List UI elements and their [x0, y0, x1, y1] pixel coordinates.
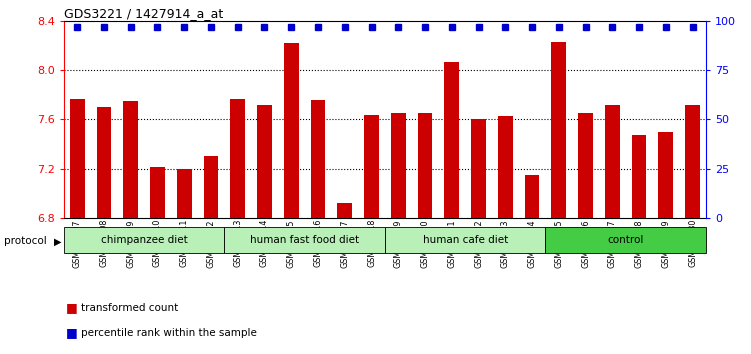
- Bar: [70, 99, 85, 218]
- Bar: [632, 136, 647, 218]
- Text: control: control: [608, 235, 644, 245]
- Text: chimpanzee diet: chimpanzee diet: [101, 235, 188, 245]
- Text: human cafe diet: human cafe diet: [423, 235, 508, 245]
- Bar: [578, 113, 593, 218]
- Bar: [97, 107, 111, 218]
- Bar: [231, 99, 245, 218]
- Bar: [225, 227, 385, 253]
- Bar: [445, 62, 459, 218]
- Bar: [64, 227, 225, 253]
- Bar: [545, 227, 706, 253]
- Bar: [605, 105, 620, 218]
- Bar: [659, 132, 673, 218]
- Text: ■: ■: [66, 302, 78, 314]
- Bar: [204, 156, 219, 218]
- Text: GDS3221 / 1427914_a_at: GDS3221 / 1427914_a_at: [64, 7, 223, 20]
- Bar: [471, 119, 486, 218]
- Bar: [284, 43, 299, 218]
- Text: human fast food diet: human fast food diet: [250, 235, 359, 245]
- Bar: [551, 42, 566, 218]
- Text: ■: ■: [66, 326, 78, 339]
- Text: percentile rank within the sample: percentile rank within the sample: [81, 328, 257, 338]
- Bar: [418, 113, 433, 218]
- Bar: [525, 175, 539, 218]
- Text: transformed count: transformed count: [81, 303, 178, 313]
- Text: protocol: protocol: [4, 236, 47, 246]
- Bar: [685, 105, 700, 218]
- Bar: [391, 113, 406, 218]
- Bar: [257, 105, 272, 218]
- Bar: [337, 203, 352, 218]
- Bar: [385, 227, 545, 253]
- Bar: [498, 116, 513, 218]
- Bar: [177, 169, 192, 218]
- Bar: [311, 100, 325, 218]
- Bar: [364, 115, 379, 218]
- Bar: [150, 167, 164, 218]
- Text: ▶: ▶: [54, 236, 62, 246]
- Bar: [123, 101, 138, 218]
